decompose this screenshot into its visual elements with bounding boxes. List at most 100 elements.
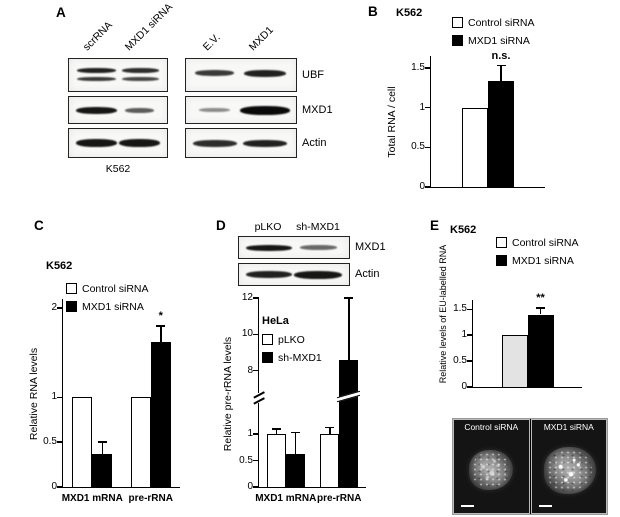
chart-b-title: K562	[396, 7, 423, 19]
protein-band	[299, 245, 337, 250]
blot-row-label-actin: Actin	[355, 268, 380, 280]
lane-label-plko: pLKO	[254, 221, 282, 233]
legend-label: MXD1 siRNA	[82, 300, 144, 313]
lane-label-mxd1-sirna: MXD1 siRNA	[122, 1, 176, 54]
error-bar-cap	[496, 64, 506, 67]
y-tick-label: 0	[419, 181, 425, 192]
protein-band	[245, 271, 292, 278]
legend-mxd1-sirna: MXD1 siRNA	[452, 34, 535, 47]
micrograph-label: Control siRNA	[464, 422, 519, 432]
error-bar-cap	[325, 426, 335, 429]
y-tick-label: 1	[51, 391, 57, 403]
x-category-label: MXD1 mRNA	[255, 493, 317, 504]
bar-treatment	[339, 359, 359, 487]
panel-e-letter: E	[430, 218, 440, 233]
blot-box	[185, 58, 297, 92]
x-category-label: MXD1 mRNA	[61, 493, 123, 504]
legend-swatch-control	[452, 17, 463, 28]
legend-swatch-treatment	[262, 352, 273, 363]
micrograph-panel: Control siRNA MXD1 siRNA	[452, 418, 608, 515]
blot-row-label-ubf: UBF	[302, 69, 324, 81]
axis-break-gap	[256, 393, 261, 404]
chart-d-legend: pLKO sh-MXD1	[262, 333, 322, 364]
error-bar-cap	[271, 428, 281, 430]
error-bar	[294, 432, 296, 454]
scale-bar	[461, 505, 474, 507]
lane-label-scrrna: scrRNA	[80, 19, 115, 54]
protein-band	[294, 270, 343, 279]
y-tick	[253, 297, 259, 299]
protein-band	[243, 139, 288, 147]
blot-row-label-actin: Actin	[302, 137, 327, 149]
y-tick	[425, 106, 431, 109]
legend-sh-mxd1: sh-MXD1	[262, 351, 322, 364]
y-tick-label: 1	[419, 101, 425, 113]
legend-swatch-treatment	[496, 255, 507, 266]
y-tick	[57, 396, 63, 399]
error-bar-cap	[536, 307, 545, 309]
legend-control-sirna: Control siRNA	[452, 16, 535, 29]
y-tick	[467, 308, 473, 311]
chart-e-title: K562	[450, 224, 477, 236]
bar-treatment	[488, 81, 514, 187]
legend-swatch-treatment	[452, 35, 463, 46]
error-bar-cap	[290, 431, 300, 434]
protein-band	[244, 69, 287, 77]
protein-band	[239, 105, 291, 115]
legend-swatch-control	[262, 334, 273, 345]
y-tick	[467, 360, 473, 362]
error-bar	[329, 427, 331, 435]
blot-box	[68, 58, 168, 92]
y-tick-label: 10	[241, 328, 253, 340]
legend-swatch-treatment	[66, 301, 77, 312]
blot-box	[185, 128, 297, 158]
y-tick	[467, 386, 473, 388]
y-tick-label: 0.5	[453, 355, 467, 367]
legend-label: Control siRNA	[512, 236, 579, 249]
y-tick-label: 2	[51, 301, 57, 313]
x-category-label: pre-rRNA	[128, 493, 173, 504]
bar-chart-pre-rrna: 0 0.5 1 8 10 12 MXD1 mRNA pre-rRNA	[239, 292, 366, 504]
lane-label-ev: E.V.	[200, 31, 223, 54]
blot-box	[238, 263, 350, 286]
bar-control	[501, 335, 528, 387]
chart-b-legend: Control siRNA MXD1 siRNA	[452, 16, 535, 47]
y-tick	[57, 486, 63, 488]
western-blot-overexpression	[185, 58, 297, 158]
chart-b-ylabel: Total RNA / cell	[386, 86, 398, 158]
y-tick-label: 8	[247, 364, 253, 376]
y-tick	[253, 486, 259, 488]
y-tick-label: 0	[51, 481, 57, 492]
protein-band	[192, 139, 237, 147]
error-bar-cap	[97, 441, 107, 443]
chart-d-title: HeLa	[262, 315, 289, 327]
error-bar	[539, 307, 542, 315]
y-tick	[467, 334, 473, 336]
x-category-label: pre-rRNA	[317, 493, 362, 504]
legend-swatch-control	[66, 283, 77, 294]
y-tick-label: 12	[241, 292, 253, 303]
y-tick-label: 0.5	[239, 454, 253, 466]
error-bar-cap	[344, 297, 354, 299]
micrograph-control-sirna: Control siRNA	[453, 419, 530, 514]
protein-band	[76, 67, 117, 73]
protein-band	[245, 244, 292, 251]
panel-a-letter: A	[56, 5, 66, 20]
significance-label: *	[158, 309, 163, 322]
bar-treatment	[150, 341, 171, 487]
bar-chart-eu-rna: 0 0.5 1 1.5 **	[453, 292, 582, 392]
error-bar	[275, 428, 277, 435]
y-tick-label: 0.5	[411, 141, 425, 153]
cell-nucleus	[543, 447, 596, 494]
y-tick	[253, 369, 259, 372]
panel-b-letter: B	[368, 4, 378, 19]
bar-control	[320, 434, 340, 487]
blot-row-label-mxd1: MXD1	[355, 241, 386, 253]
y-tick	[253, 433, 259, 435]
y-tick	[57, 307, 63, 309]
y-tick-label: 1.5	[411, 61, 425, 73]
protein-band	[194, 70, 235, 76]
bar-treatment	[285, 453, 305, 487]
legend-mxd1-sirna: MXD1 siRNA	[66, 300, 149, 313]
